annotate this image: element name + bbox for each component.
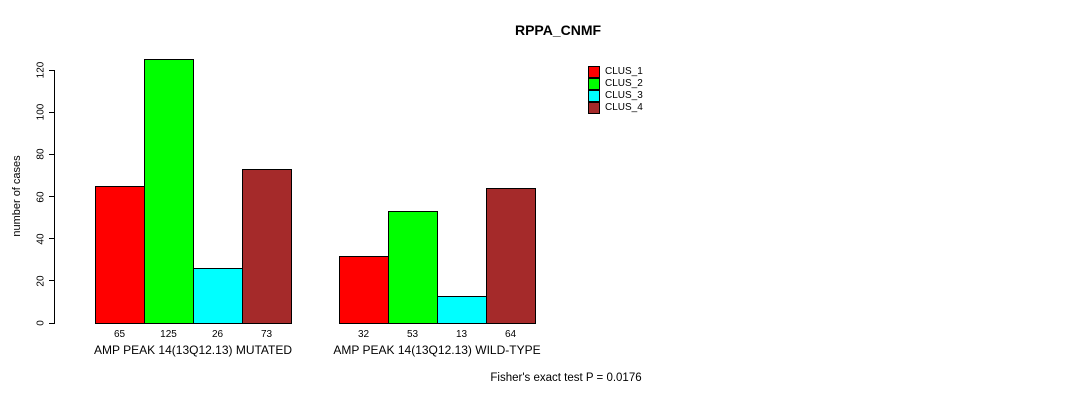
legend-item-clus_2: CLUS_2 bbox=[588, 78, 643, 90]
y-axis-tick bbox=[49, 196, 55, 197]
x-axis-group-label: AMP PEAK 14(13Q12.13) MUTATED bbox=[93, 343, 293, 357]
y-axis-tick-label: 120 bbox=[35, 61, 47, 79]
chart-title: RPPA_CNMF bbox=[514, 22, 602, 38]
legend-swatch-icon bbox=[588, 90, 600, 102]
legend-item-clus_4: CLUS_4 bbox=[588, 102, 643, 114]
legend-swatch-icon bbox=[588, 102, 600, 114]
fisher-test-annotation: Fisher's exact test P = 0.0176 bbox=[490, 372, 642, 384]
legend-label: CLUS_3 bbox=[605, 90, 643, 101]
bar-value-label: 65 bbox=[113, 329, 126, 340]
legend-swatch-icon bbox=[588, 66, 600, 78]
x-axis-group-label: AMP PEAK 14(13Q12.13) WILD-TYPE bbox=[333, 343, 541, 357]
y-axis-tick-label: 20 bbox=[35, 275, 47, 287]
legend-item-clus_1: CLUS_1 bbox=[588, 66, 643, 78]
legend-label: CLUS_1 bbox=[605, 66, 643, 77]
bar-clus_1-group2 bbox=[339, 255, 389, 324]
chart-legend: CLUS_1 CLUS_2 CLUS_3 CLUS_4 bbox=[588, 66, 643, 114]
bar-clus_3-group1 bbox=[193, 268, 243, 324]
bar-clus_1-group1 bbox=[95, 185, 145, 324]
bar-clus_2-group1 bbox=[144, 59, 194, 324]
y-axis-tick bbox=[49, 69, 55, 71]
legend-label: CLUS_2 bbox=[605, 78, 643, 89]
legend-item-clus_3: CLUS_3 bbox=[588, 90, 643, 102]
y-axis-tick bbox=[49, 322, 55, 324]
y-axis-tick-label: 40 bbox=[35, 233, 47, 245]
y-axis-tick bbox=[49, 153, 55, 155]
bar-value-label: 125 bbox=[160, 329, 177, 340]
y-axis-line bbox=[54, 70, 55, 324]
bar-value-label: 13 bbox=[455, 329, 468, 340]
y-axis-tick-label: 80 bbox=[35, 148, 47, 160]
y-axis-tick-label: 60 bbox=[35, 190, 47, 203]
y-axis-tick-label: 0 bbox=[35, 320, 47, 326]
y-axis-tick bbox=[49, 238, 55, 240]
bar-value-label: 32 bbox=[357, 329, 370, 340]
bar-value-label: 26 bbox=[211, 329, 224, 340]
bar-clus_2-group2 bbox=[388, 211, 438, 324]
y-axis-tick bbox=[49, 280, 55, 282]
bar-value-label: 64 bbox=[504, 329, 517, 340]
y-axis-tick-label: 100 bbox=[35, 103, 47, 121]
legend-swatch-icon bbox=[588, 78, 600, 90]
bar-clus_3-group2 bbox=[437, 295, 487, 324]
bar-clus_4-group1 bbox=[242, 169, 292, 324]
bar-clus_4-group2 bbox=[486, 188, 536, 324]
bar-value-label: 73 bbox=[260, 329, 273, 340]
legend-label: CLUS_4 bbox=[605, 102, 643, 113]
bar-value-label: 53 bbox=[406, 329, 419, 340]
y-axis-tick bbox=[49, 111, 55, 113]
